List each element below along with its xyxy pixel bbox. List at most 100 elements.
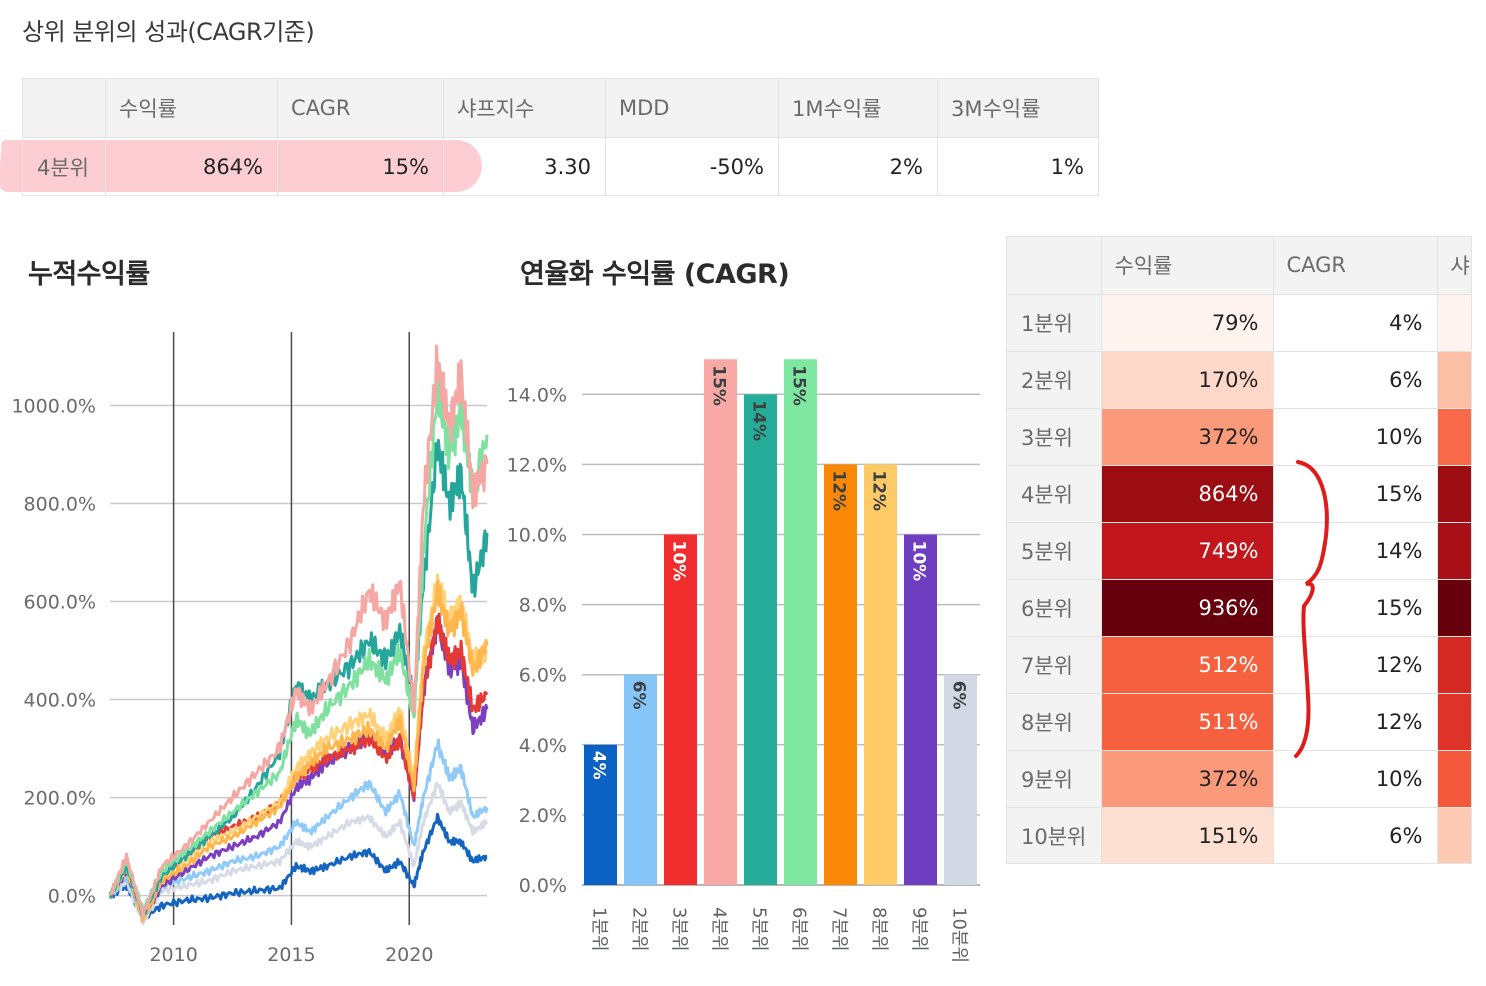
return-cell: 170%	[1101, 351, 1274, 409]
summary-cell: -50%	[605, 137, 779, 196]
return-cell: 372%	[1101, 750, 1274, 808]
series-line	[108, 781, 489, 926]
row-label: 8분위	[1007, 693, 1102, 751]
bar-data-label: 10%	[669, 541, 689, 582]
cagr-cell: 15%	[1273, 465, 1438, 523]
summary-cell: 2%	[778, 137, 938, 196]
x-tick-label: 2020	[385, 944, 433, 966]
handwritten-brace-mark	[1294, 460, 1329, 758]
y-tick-label: 10.0%	[507, 525, 567, 547]
cumulative-return-chart: 0.0% 200.0% 400.0% 600.0% 800.0% 1000.0% 2010 2…	[11, 332, 489, 966]
return-cell: 936%	[1101, 579, 1274, 637]
bar-data-label: 15%	[789, 365, 809, 406]
table-row: 8분위 511% 12%	[1007, 693, 1471, 751]
cagr-cell: 4%	[1273, 294, 1438, 352]
table-row: 3분위 372% 10%	[1007, 408, 1471, 466]
cagr-cell: 15%	[1273, 579, 1438, 637]
table-row: 5분위 749% 14%	[1007, 522, 1471, 580]
return-cell: 864%	[1101, 465, 1274, 523]
quantile-header-cell: CAGR	[1273, 237, 1438, 295]
table-row: 10분위 151% 6%	[1007, 807, 1471, 863]
bar	[864, 464, 897, 885]
quantile-table: 수익률 CAGR 샤 1분위 79% 4% 2분위 170% 6% 3분위 372% 10% 4분위 8…	[1007, 237, 1471, 863]
series-line	[109, 344, 489, 920]
sharpe-cell	[1437, 693, 1471, 751]
quantile-table-container[interactable]: 수익률 CAGR 샤 1분위 79% 4% 2분위 170% 6% 3분위 372% 10% 4분위 8…	[1006, 236, 1472, 864]
quantile-header-cell: 샤	[1437, 237, 1471, 295]
summary-header-cell: 샤프지수	[443, 78, 606, 138]
cagr-cell: 6%	[1273, 807, 1438, 863]
y-tick-label: 12.0%	[507, 454, 567, 476]
table-row: 4분위 864% 15%	[1007, 465, 1471, 523]
quantile-header-cell: 수익률	[1101, 237, 1274, 295]
summary-header-cell	[22, 78, 106, 138]
y-tick-label: 1000.0%	[11, 396, 96, 418]
sharpe-cell	[1437, 750, 1471, 808]
cagr-cell: 12%	[1273, 636, 1438, 694]
row-label: 4분위	[1007, 465, 1102, 523]
summary-cell: 15%	[277, 137, 444, 196]
x-tick-label: 10분위	[949, 907, 970, 963]
x-tick-label: 2015	[267, 944, 315, 966]
bar-data-label: 12%	[869, 470, 889, 511]
x-tick-label: 1분위	[589, 907, 610, 952]
x-tick-label: 9분위	[909, 907, 930, 952]
sharpe-cell	[1437, 408, 1471, 466]
y-tick-label: 600.0%	[24, 592, 96, 614]
bar-data-label: 6%	[629, 681, 649, 710]
summary-header-cell: 수익률	[105, 78, 278, 138]
row-label: 1분위	[1007, 294, 1102, 352]
y-tick-label: 0.0%	[519, 875, 567, 897]
x-tick-label: 4분위	[709, 907, 730, 952]
return-cell: 151%	[1101, 807, 1274, 863]
summary-cell: 1%	[937, 137, 1099, 196]
return-cell: 749%	[1101, 522, 1274, 580]
y-tick-label: 8.0%	[519, 595, 567, 617]
sharpe-cell	[1437, 351, 1471, 409]
x-tick-label: 5분위	[749, 907, 770, 952]
row-label: 9분위	[1007, 750, 1102, 808]
series-line	[108, 738, 489, 919]
sharpe-cell	[1437, 294, 1471, 352]
summary-header-cell: MDD	[605, 78, 779, 138]
summary-header-cell: 1M수익률	[778, 78, 938, 138]
cagr-cell: 14%	[1273, 522, 1438, 580]
summary-data-row: 4분위 864% 15% 3.30 -50% 2% 1%	[22, 137, 1099, 196]
x-tick-label: 3분위	[669, 907, 690, 952]
series-line	[109, 579, 489, 923]
return-cell: 79%	[1101, 294, 1274, 352]
x-tick-label: 7분위	[829, 907, 850, 952]
y-tick-label: 2.0%	[519, 805, 567, 827]
summary-header-row: 수익률 CAGR 샤프지수 MDD 1M수익률 3M수익률	[22, 78, 1099, 138]
quantile-header-cell	[1007, 237, 1102, 295]
row-label: 2분위	[1007, 351, 1102, 409]
bar	[824, 464, 857, 885]
table-row: 9분위 372% 10%	[1007, 750, 1471, 808]
bar	[664, 534, 697, 885]
summary-cell: 3.30	[443, 137, 606, 196]
bar	[624, 674, 657, 885]
y-tick-label: 800.0%	[24, 494, 96, 516]
sharpe-cell	[1437, 636, 1471, 694]
table-row: 2분위 170% 6%	[1007, 351, 1471, 409]
y-tick-label: 6.0%	[519, 665, 567, 687]
y-tick-label: 400.0%	[24, 690, 96, 712]
cagr-chart-title: 연율화 수익률 (CAGR)	[520, 259, 790, 290]
summary-table: 수익률 CAGR 샤프지수 MDD 1M수익률 3M수익률 4분위 864% 15% 3.30-…	[22, 78, 1099, 196]
y-tick-label: 14.0%	[507, 384, 567, 406]
summary-header-cell: CAGR	[277, 78, 444, 138]
bar	[744, 394, 777, 885]
x-tick-label: 2010	[149, 944, 197, 966]
y-tick-label: 4.0%	[519, 735, 567, 757]
y-tick-label: 0.0%	[48, 886, 96, 908]
x-tick-label: 8분위	[869, 907, 890, 952]
cagr-cell: 10%	[1273, 750, 1438, 808]
series-line	[108, 374, 489, 914]
return-cell: 511%	[1101, 693, 1274, 751]
summary-row-label: 4분위	[22, 137, 106, 196]
row-label: 6분위	[1007, 579, 1102, 637]
page-title: 상위 분위의 성과(CAGR기준)	[22, 18, 315, 46]
return-cell: 512%	[1101, 636, 1274, 694]
cagr-cell: 6%	[1273, 351, 1438, 409]
row-label: 10분위	[1007, 807, 1102, 863]
